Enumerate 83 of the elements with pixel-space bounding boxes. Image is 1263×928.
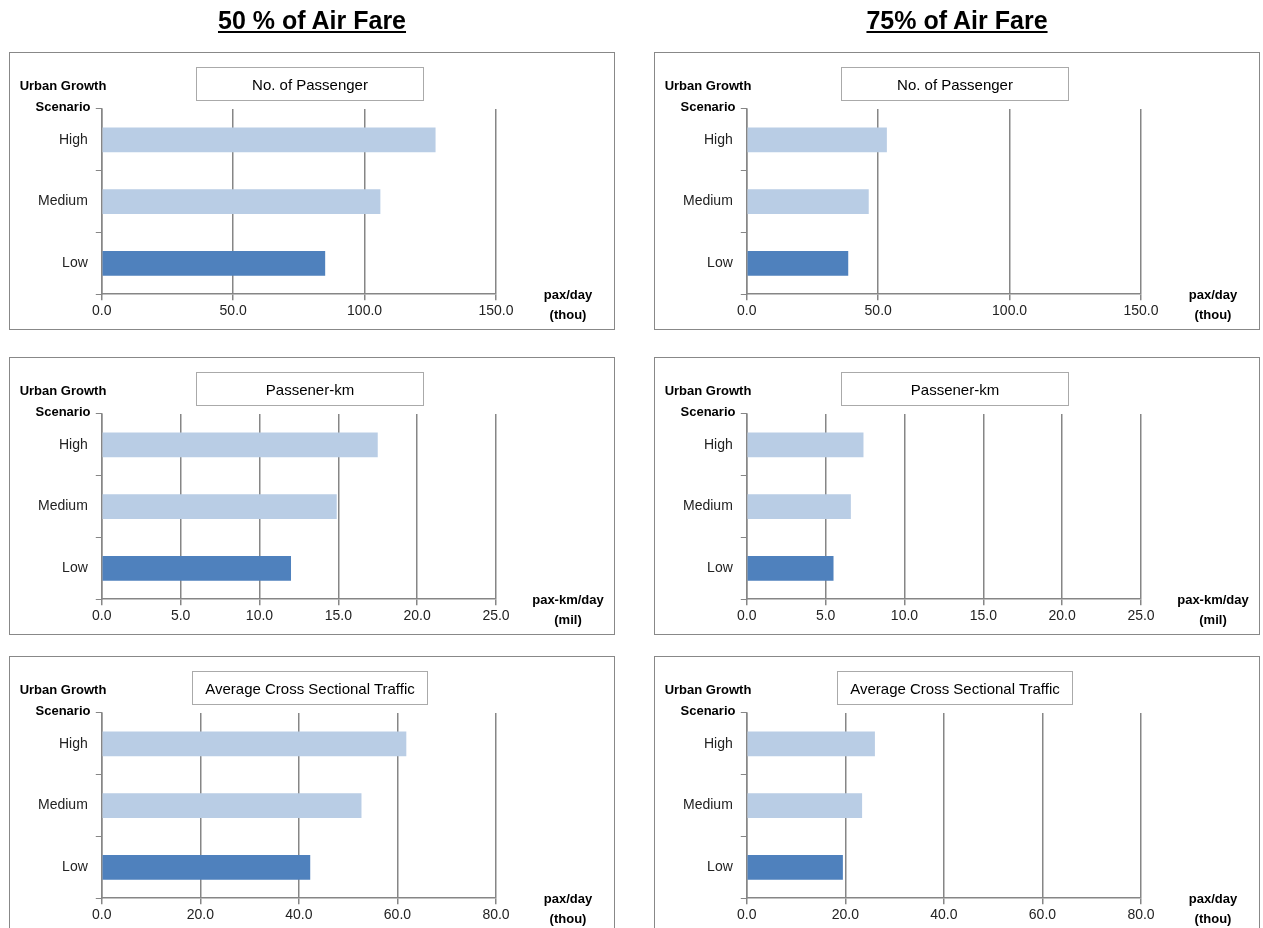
- y-tick-label: Medium: [683, 192, 733, 209]
- bar: [102, 250, 326, 276]
- x-tick-label: 40.0: [285, 906, 313, 923]
- y-axis-title: Urban Growth Scenario: [18, 681, 108, 720]
- x-axis-title: pax/day (thou): [542, 286, 594, 324]
- x-axis-title: pax/day (thou): [542, 890, 594, 928]
- bar: [102, 432, 378, 458]
- y-tick-label: High: [59, 435, 88, 452]
- bar: [747, 432, 864, 458]
- x-tick-label: 20.0: [831, 906, 860, 923]
- x-tick-label: 0.0: [92, 906, 112, 923]
- bar: [747, 731, 875, 757]
- y-tick-label: Medium: [38, 497, 88, 514]
- x-tick-label: 20.0: [1048, 607, 1076, 624]
- chart-title: Passener-km: [841, 372, 1069, 406]
- y-axis-title: Urban Growth Scenario: [663, 382, 753, 421]
- x-tick-label: 60.0: [383, 906, 412, 923]
- x-tick-label: 0.0: [92, 607, 112, 624]
- y-tick-label: High: [59, 734, 88, 751]
- y-axis-title: Urban Growth Scenario: [18, 382, 108, 421]
- x-tick-label: 5.0: [815, 607, 836, 624]
- x-tick-label: 50.0: [219, 302, 248, 319]
- x-tick-label: 40.0: [930, 906, 958, 923]
- x-tick-label: 0.0: [737, 906, 757, 923]
- x-tick-label: 25.0: [1127, 607, 1155, 624]
- y-tick-label: Low: [62, 254, 89, 271]
- bar: [102, 189, 381, 214]
- x-tick-label: 0.0: [737, 607, 757, 624]
- x-tick-label: 100.0: [347, 302, 383, 319]
- bar: [102, 127, 436, 153]
- x-tick-label: 5.0: [170, 607, 191, 624]
- text: 50 % of Air Fare: [217, 6, 407, 35]
- bar: [747, 494, 851, 519]
- x-tick-label: 20.0: [186, 906, 215, 923]
- bar: [747, 793, 863, 818]
- x-axis-title: pax-km/day (mil): [531, 591, 605, 629]
- x-tick-label: 25.0: [482, 607, 510, 624]
- y-axis-title: Urban Growth Scenario: [663, 77, 753, 116]
- chart-title: Passener-km: [196, 372, 424, 406]
- x-axis-title: pax-km/day (mil): [1176, 591, 1250, 629]
- chart-title: No. of Passenger: [196, 67, 424, 101]
- chart-title: Average Cross Sectional Traffic: [192, 671, 428, 705]
- x-axis-title: pax/day (thou): [1187, 286, 1239, 324]
- y-tick-label: Low: [62, 858, 89, 875]
- y-tick-label: High: [704, 435, 733, 452]
- bar: [102, 555, 292, 581]
- x-tick-label: 100.0: [992, 302, 1028, 319]
- y-tick-label: Medium: [683, 796, 733, 813]
- y-tick-label: Medium: [38, 192, 88, 209]
- x-tick-label: 80.0: [482, 906, 510, 923]
- y-tick-label: High: [704, 734, 733, 751]
- y-tick-label: High: [59, 130, 88, 147]
- x-tick-label: 0.0: [92, 302, 112, 319]
- x-tick-label: 15.0: [969, 607, 998, 624]
- x-tick-label: 80.0: [1127, 906, 1155, 923]
- y-tick-label: High: [704, 130, 733, 147]
- y-tick-label: Medium: [38, 796, 88, 813]
- bar: [747, 555, 834, 581]
- bar: [747, 854, 843, 880]
- y-tick-label: Low: [62, 559, 89, 576]
- text: 75% of Air Fare: [865, 6, 1049, 35]
- x-tick-label: 10.0: [245, 607, 274, 624]
- x-tick-label: 0.0: [737, 302, 757, 319]
- bar: [102, 494, 337, 519]
- y-tick-label: Low: [707, 254, 734, 271]
- bar: [102, 854, 311, 880]
- y-axis-title: Urban Growth Scenario: [18, 77, 108, 116]
- x-tick-label: 60.0: [1028, 906, 1057, 923]
- chart-title: Average Cross Sectional Traffic: [837, 671, 1073, 705]
- y-tick-label: Low: [707, 559, 734, 576]
- x-tick-label: 150.0: [1123, 302, 1159, 319]
- x-tick-label: 10.0: [890, 607, 919, 624]
- y-axis-title: Urban Growth Scenario: [663, 681, 753, 720]
- x-tick-label: 15.0: [324, 607, 353, 624]
- bar: [102, 793, 362, 818]
- chart-title: No. of Passenger: [841, 67, 1069, 101]
- x-tick-label: 50.0: [864, 302, 893, 319]
- y-tick-label: Medium: [683, 497, 733, 514]
- y-tick-label: Low: [707, 858, 734, 875]
- x-tick-label: 20.0: [403, 607, 431, 624]
- x-axis-title: pax/day (thou): [1187, 890, 1239, 928]
- x-tick-label: 150.0: [478, 302, 514, 319]
- bar: [102, 731, 407, 757]
